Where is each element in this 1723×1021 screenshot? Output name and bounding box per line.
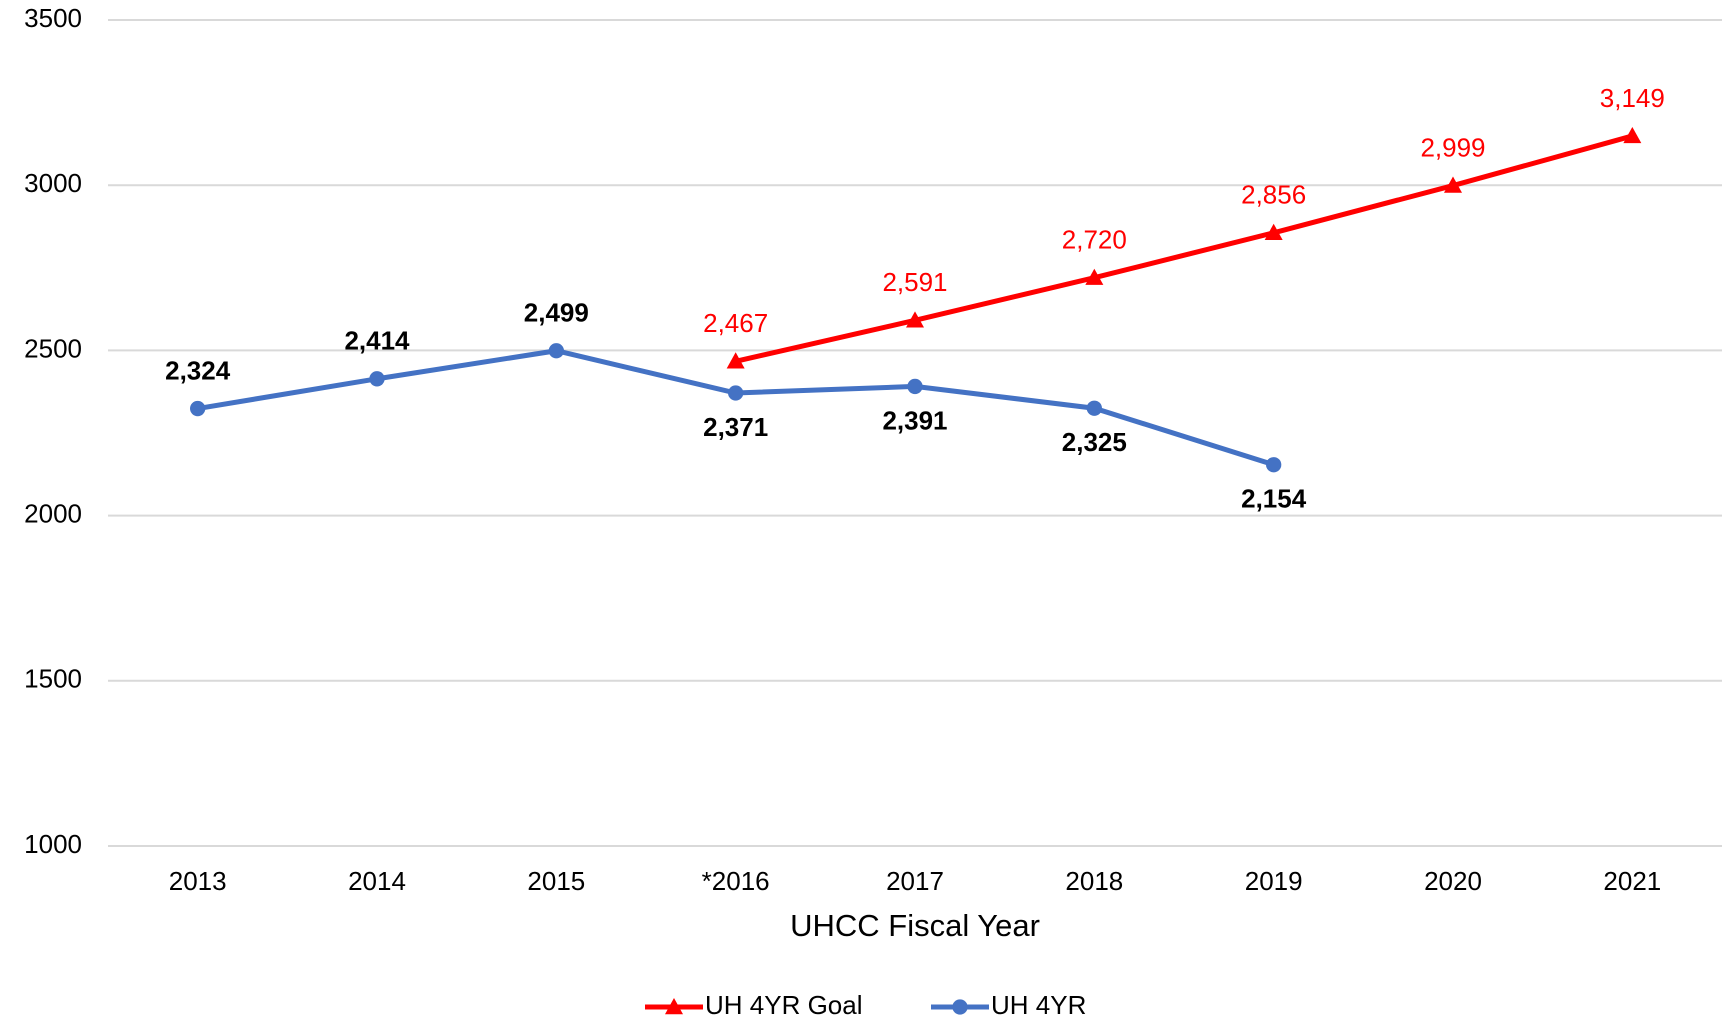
marker [1085,268,1104,285]
x-tick-label: *2016 [702,866,770,896]
data-label: 2,324 [165,355,231,385]
x-tick-label: 2015 [527,866,585,896]
x-tick-label: 2013 [169,866,227,896]
legend-label: UH 4YR Goal [705,990,863,1020]
marker [1086,400,1102,416]
marker [952,999,968,1015]
x-axis-title: UHCC Fiscal Year [790,908,1040,943]
data-label: 2,391 [882,405,947,435]
marker [665,998,683,1015]
marker [726,352,745,369]
data-label: 3,149 [1600,83,1665,113]
y-tick-label: 3500 [24,3,82,33]
marker [548,343,564,359]
data-label: 2,999 [1420,132,1485,162]
x-tick-label: 2021 [1603,866,1661,896]
series-line [735,133,1633,364]
x-tick-label: 2014 [348,866,406,896]
data-label: 2,499 [524,298,589,328]
data-label: 2,720 [1062,225,1127,255]
data-label: 2,467 [703,308,768,338]
marker [1444,176,1462,193]
x-tick-label: 2020 [1424,866,1482,896]
marker [1266,457,1282,473]
marker [907,378,923,395]
data-label: 2,414 [344,326,410,356]
x-tick-label: 2019 [1245,866,1303,896]
data-label: 2,856 [1241,180,1306,210]
marker [906,311,924,328]
y-tick-label: 2000 [24,498,82,528]
marker [190,400,206,417]
data-label: 2,371 [703,412,768,442]
data-label: 2,154 [1241,484,1307,514]
x-tick-label: 2017 [886,866,944,896]
y-tick-label: 2500 [24,333,82,363]
y-tick-label: 1500 [24,664,82,694]
x-tick-label: 2018 [1065,866,1123,896]
y-tick-label: 3000 [24,168,82,198]
y-tick-label: 1000 [24,829,82,859]
marker [369,371,385,387]
marker [1264,223,1283,240]
data-label: 2,591 [882,267,947,297]
marker [1623,126,1642,144]
marker [728,385,744,401]
data-label: 2,325 [1062,427,1127,457]
legend-label: UH 4YR [991,990,1086,1020]
